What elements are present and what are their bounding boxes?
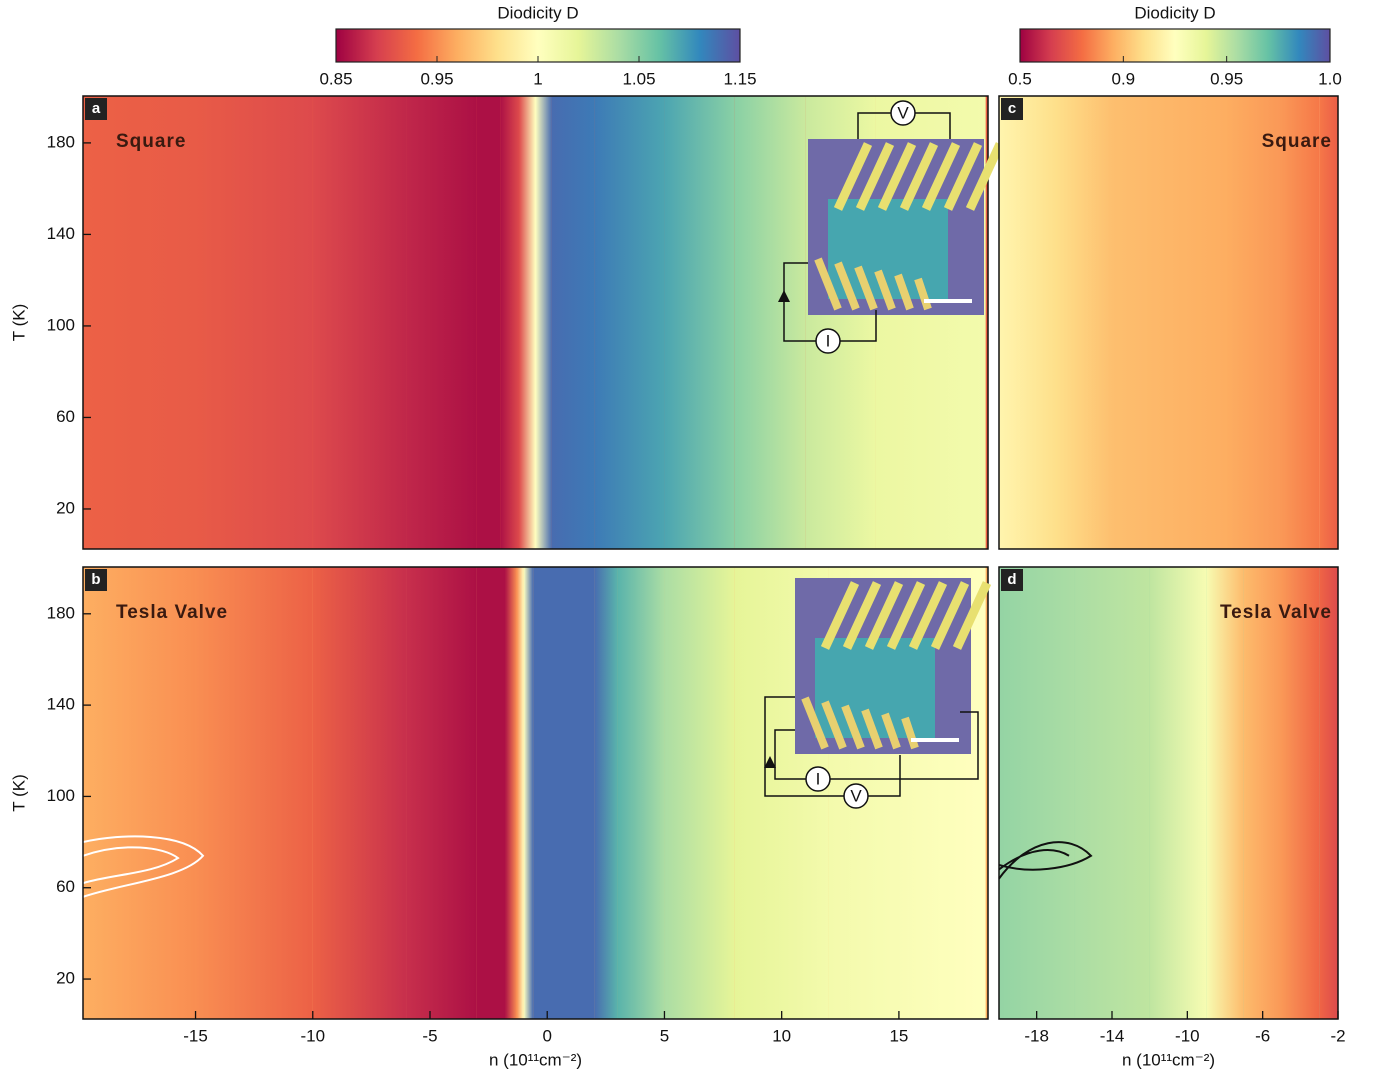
- x-axis-label: n (10¹¹cm⁻²): [489, 1050, 582, 1069]
- x-tick-label: -2: [1330, 1026, 1345, 1045]
- colorbar-tick-label: 0.95: [1210, 69, 1243, 88]
- heatmap-strip: [536, 96, 552, 549]
- y-tick-label: 20: [56, 969, 75, 988]
- heatmap-strip: [618, 567, 665, 1019]
- colorbar-tick-label: 1.05: [622, 69, 655, 88]
- heatmap-strip: [313, 567, 407, 1019]
- y-axis-label: T (K): [9, 774, 28, 811]
- heatmap-strip: [664, 567, 734, 1019]
- x-tick-label: -15: [183, 1026, 208, 1045]
- x-tick-label: -10: [1175, 1026, 1200, 1045]
- y-tick-label: 100: [47, 315, 75, 334]
- heatmap-strip: [85, 567, 195, 1019]
- heatmap-strip: [735, 96, 805, 549]
- x-tick-label: -10: [300, 1026, 325, 1045]
- panel-label: a: [92, 100, 101, 117]
- page: Diodicity D0.850.9511.051.15Diodicity D0…: [0, 0, 1379, 1085]
- heatmap-strip: [477, 567, 505, 1019]
- heatmap-strip: [664, 96, 734, 549]
- x-tick-label: 10: [772, 1026, 791, 1045]
- heatmap-strip: [407, 567, 477, 1019]
- y-axis-label: T (K): [9, 304, 28, 341]
- heatmap-strip: [524, 567, 533, 1019]
- y-tick-label: 60: [56, 407, 75, 426]
- heatmap-strip: [1112, 96, 1169, 549]
- x-tick-label: -5: [422, 1026, 437, 1045]
- x-tick-label: 5: [660, 1026, 669, 1045]
- heatmap-strip: [594, 567, 617, 1019]
- y-tick-label: 180: [47, 132, 75, 151]
- heatmap-strip: [1150, 567, 1207, 1019]
- heatmap-strip: [1225, 96, 1282, 549]
- heatmap-strip: [85, 96, 195, 549]
- panel-label: d: [1007, 571, 1016, 588]
- circuit-symbol-label: V: [850, 786, 862, 805]
- panel-label: c: [1008, 100, 1016, 117]
- heatmap-strip: [196, 567, 313, 1019]
- y-tick-label: 180: [47, 603, 75, 622]
- colorbar-tick-label: 0.85: [319, 69, 352, 88]
- colorbar-title: Diodicity D: [1134, 3, 1215, 22]
- figure: Diodicity D0.850.9511.051.15Diodicity D0…: [0, 0, 1379, 1080]
- heatmap-strip: [517, 567, 524, 1019]
- panel-title: Square: [1262, 131, 1332, 152]
- y-tick-label: 100: [47, 786, 75, 805]
- y-tick-label: 140: [47, 224, 75, 243]
- heatmap-strip: [477, 96, 500, 549]
- heatmap-strip: [1319, 96, 1338, 549]
- heatmap-strip: [1074, 567, 1149, 1019]
- heatmap-strip: [313, 96, 407, 549]
- colorbar-tick-label: 1.0: [1318, 69, 1342, 88]
- x-axis-label: n (10¹¹cm⁻²): [1122, 1050, 1215, 1069]
- heatmap-strip: [519, 96, 535, 549]
- heatmap-strip: [1206, 567, 1244, 1019]
- heatmap-strip: [196, 96, 313, 549]
- circuit-symbol-label: I: [826, 331, 831, 350]
- colorbar-tick-label: 0.5: [1008, 69, 1032, 88]
- heatmap-strip: [1282, 96, 1320, 549]
- colorbar-tick-label: 1: [533, 69, 542, 88]
- heatmap-strip: [1056, 96, 1113, 549]
- x-tick-label: -6: [1255, 1026, 1270, 1045]
- heatmap-strip: [1319, 567, 1338, 1019]
- panel-title: Square: [116, 131, 186, 152]
- panel-title: Tesla Valve: [1220, 602, 1332, 623]
- heatmap-strip: [505, 567, 517, 1019]
- panel-label: b: [91, 571, 100, 588]
- colorbar-tick-label: 0.9: [1112, 69, 1136, 88]
- heatmap-strip: [999, 567, 1074, 1019]
- x-tick-label: -18: [1024, 1026, 1049, 1045]
- heatmap-strip: [594, 96, 664, 549]
- heatmap-strip: [407, 96, 477, 549]
- colorbar-tick-label: 1.15: [723, 69, 756, 88]
- panel-title: Tesla Valve: [116, 602, 228, 623]
- x-tick-label: -14: [1100, 1026, 1125, 1045]
- colorbar: [1020, 29, 1330, 62]
- circuit-symbol-label: V: [897, 103, 909, 122]
- circuit-symbol-label: I: [816, 769, 821, 788]
- heatmap-strip: [1282, 567, 1320, 1019]
- heatmap-strip: [1169, 96, 1226, 549]
- heatmap-strip: [533, 567, 594, 1019]
- y-tick-label: 20: [56, 498, 75, 517]
- colorbar-title: Diodicity D: [497, 3, 578, 22]
- colorbar-tick-label: 0.95: [420, 69, 453, 88]
- x-tick-label: 15: [889, 1026, 908, 1045]
- heatmap-strip: [500, 96, 519, 549]
- heatmap-strip: [999, 96, 1056, 549]
- heatmap-strip: [552, 96, 594, 549]
- y-tick-label: 140: [47, 695, 75, 714]
- heatmap-strip: [1244, 567, 1282, 1019]
- y-tick-label: 60: [56, 877, 75, 896]
- x-tick-label: 0: [542, 1026, 551, 1045]
